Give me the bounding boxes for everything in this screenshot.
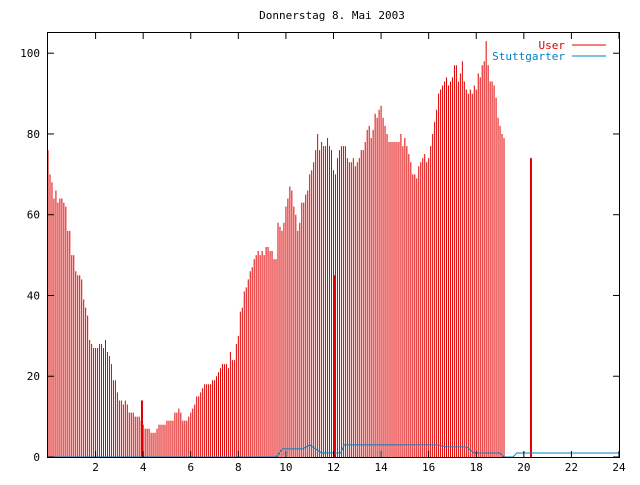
y-tick-label: 0 bbox=[33, 451, 40, 464]
plot-frame bbox=[47, 32, 620, 458]
y-tick-label: 60 bbox=[27, 209, 40, 222]
x-tick-label: 14 bbox=[374, 461, 388, 474]
x-tick-label: 16 bbox=[422, 461, 435, 474]
y-tick-label: 80 bbox=[27, 128, 40, 141]
x-tick-label: 20 bbox=[517, 461, 530, 474]
legend-label: Stuttgarter bbox=[492, 50, 565, 63]
x-tick-label: 8 bbox=[235, 461, 242, 474]
x-tick-label: 12 bbox=[327, 461, 340, 474]
y-tick-label: 20 bbox=[27, 370, 40, 383]
x-tick-label: 22 bbox=[565, 461, 578, 474]
x-tick-label: 4 bbox=[140, 461, 147, 474]
y-tick-label: 100 bbox=[20, 47, 40, 60]
chart-title: Donnerstag 8. Mai 2003 bbox=[259, 9, 405, 22]
x-tick-label: 10 bbox=[279, 461, 292, 474]
x-tick-label: 2 bbox=[92, 461, 99, 474]
x-axis: 2 4 6 8 10 12 14 16 18 20 22 24 bbox=[92, 33, 626, 474]
y-axis: 0 20 40 60 80 100 bbox=[20, 47, 619, 464]
y-tick-label: 40 bbox=[27, 289, 40, 302]
x-tick-label: 18 bbox=[470, 461, 483, 474]
x-tick-label: 24 bbox=[612, 461, 626, 474]
series-user-spikes bbox=[140, 158, 532, 457]
legend-label: User bbox=[539, 39, 566, 52]
x-tick-label: 6 bbox=[187, 461, 194, 474]
